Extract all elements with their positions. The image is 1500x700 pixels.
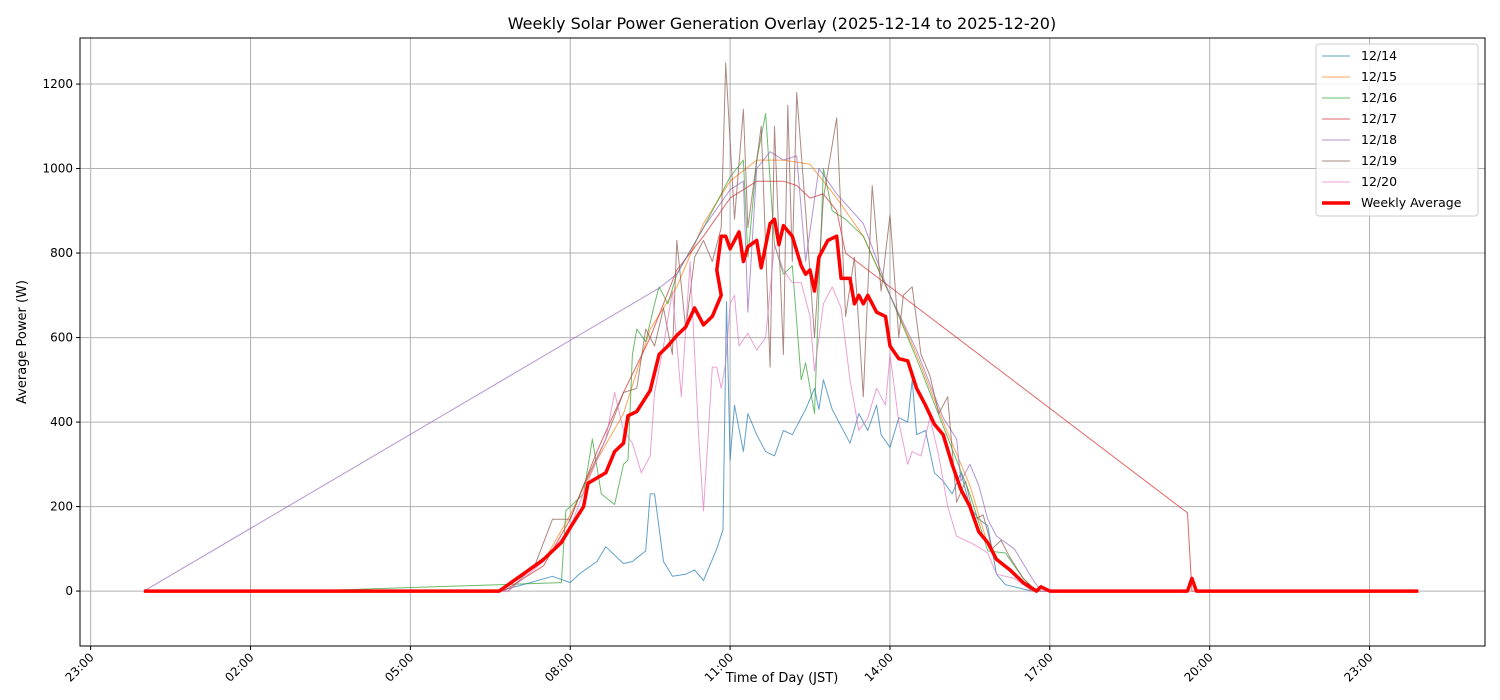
axes-frame	[79, 37, 1486, 647]
series-line-12-14	[143, 301, 1050, 592]
chart-title: Weekly Solar Power Generation Overlay (2…	[508, 14, 1056, 33]
y-tick-label: 200	[50, 500, 73, 514]
plot-area	[143, 62, 1419, 593]
x-axis-label: Time of Day (JST)	[725, 671, 839, 686]
x-tick-label: 23:00	[62, 650, 96, 684]
legend: 12/14 12/15 12/16 12/17 12/18 12/19 12/20 Weekl…	[1315, 43, 1479, 217]
legend-label: Weekly Average	[1361, 195, 1462, 210]
series-line-12-20	[143, 244, 1050, 592]
legend-box	[1315, 43, 1479, 217]
x-tick-label: 08:00	[542, 650, 576, 684]
legend-label: 12/18	[1361, 132, 1397, 147]
x-tick-label: 02:00	[222, 650, 256, 684]
legend-label: 12/15	[1361, 69, 1397, 84]
y-tick-label: 600	[50, 331, 73, 345]
y-tick-label: 0	[65, 584, 73, 598]
x-tick-label: 23:00	[1341, 650, 1375, 684]
x-axis: 23:00 02:00 05:00 08:00 11:00 14:00 17:00 20:00…	[62, 646, 1376, 685]
legend-label: 12/19	[1361, 153, 1397, 168]
legend-label: 12/16	[1361, 90, 1397, 105]
y-axis-label: Average Power (W)	[15, 280, 30, 404]
x-tick-label: 14:00	[862, 650, 896, 684]
y-tick-label: 400	[50, 415, 73, 429]
series-line-12-16	[143, 113, 1050, 592]
legend-label: 12/17	[1361, 111, 1397, 126]
y-tick-label: 1000	[42, 162, 73, 176]
legend-label: 12/14	[1361, 48, 1397, 63]
series-line-12-19	[143, 62, 1050, 592]
x-tick-label: 05:00	[382, 650, 416, 684]
series-line-12-18	[143, 151, 1050, 592]
legend-label: 12/20	[1361, 174, 1397, 189]
x-tick-label: 20:00	[1181, 650, 1215, 684]
y-axis: 0 200 400 600 800 1000 1200	[42, 77, 80, 598]
x-tick-label: 17:00	[1022, 650, 1056, 684]
y-tick-label: 1200	[42, 77, 73, 91]
y-tick-label: 800	[50, 246, 73, 260]
series-line-weekly-average	[143, 217, 1419, 593]
